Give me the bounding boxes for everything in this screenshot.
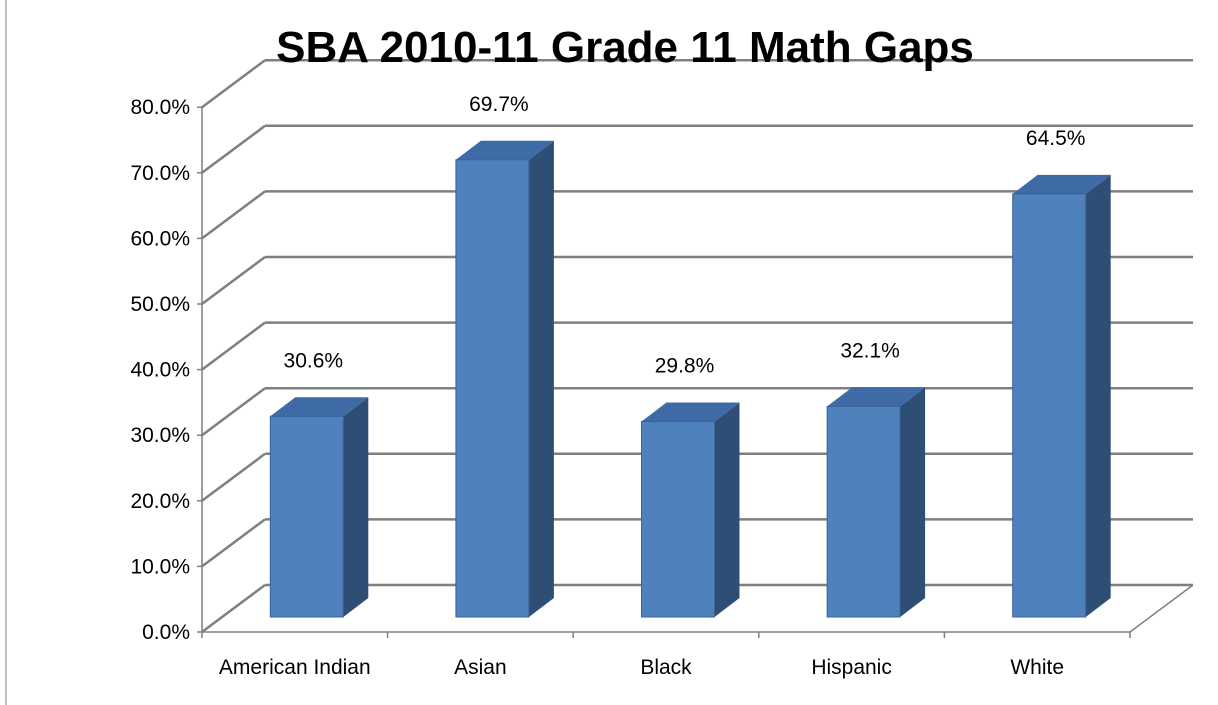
bar-top <box>641 402 740 422</box>
bar-front <box>641 421 715 618</box>
y-tick-label: 80.0% <box>130 96 190 119</box>
gridline-diagonal <box>201 190 266 240</box>
bar <box>1012 174 1111 618</box>
bar-top <box>1012 174 1111 194</box>
bar-top <box>270 397 369 417</box>
gridline-diagonal <box>201 452 266 502</box>
category-label: White <box>1010 656 1064 679</box>
bar-side <box>900 387 926 617</box>
bar-side <box>714 402 740 617</box>
floor-right-edge <box>1129 584 1194 633</box>
data-label: 69.7% <box>469 93 529 116</box>
data-label: 30.6% <box>284 349 344 372</box>
gridline-diagonal <box>201 387 266 437</box>
bar-side <box>528 140 554 617</box>
category-label: American Indian <box>219 656 371 679</box>
category-label: Asian <box>454 656 507 679</box>
y-tick-label: 60.0% <box>130 227 190 250</box>
gridline-diagonal <box>201 518 266 568</box>
labels: 0.0% 10.0% 20.0% 30.0% 40.0% 50.0% 60.0% 70.0% 8… <box>130 93 1085 679</box>
bar-side <box>343 397 369 617</box>
bar-top <box>455 140 554 160</box>
y-tick-label: 70.0% <box>130 162 190 185</box>
category-label: Black <box>640 656 692 679</box>
bars <box>269 140 1111 618</box>
data-label: 64.5% <box>1026 127 1086 150</box>
bar-front <box>1012 193 1087 618</box>
y-tick-label: 0.0% <box>142 621 190 644</box>
y-tick-label: 20.0% <box>130 490 190 513</box>
bar <box>455 140 554 618</box>
data-label: 29.8% <box>655 355 715 378</box>
category-label: Hispanic <box>811 656 892 679</box>
bar <box>269 397 369 618</box>
bar-side <box>1085 174 1111 617</box>
y-tick-label: 40.0% <box>130 359 190 382</box>
gridline-diagonal <box>201 583 266 634</box>
axes <box>197 106 1194 638</box>
data-label: 32.1% <box>840 339 900 362</box>
bar-front <box>826 405 901 618</box>
gridline-diagonal <box>201 255 266 306</box>
bar-top <box>827 387 926 407</box>
gridline-diagonal <box>201 321 266 371</box>
bar <box>826 387 926 618</box>
y-tick-label: 10.0% <box>130 555 190 578</box>
gridline-diagonal <box>201 59 266 109</box>
bar-front <box>455 159 530 618</box>
chart-title: SBA 2010-11 Grade 11 Math Gaps <box>276 23 974 72</box>
bar <box>641 402 740 618</box>
bar-front <box>269 415 344 618</box>
y-tick-label: 50.0% <box>130 293 190 316</box>
y-tick-label: 30.0% <box>130 424 190 447</box>
gridline-diagonal <box>201 124 266 174</box>
